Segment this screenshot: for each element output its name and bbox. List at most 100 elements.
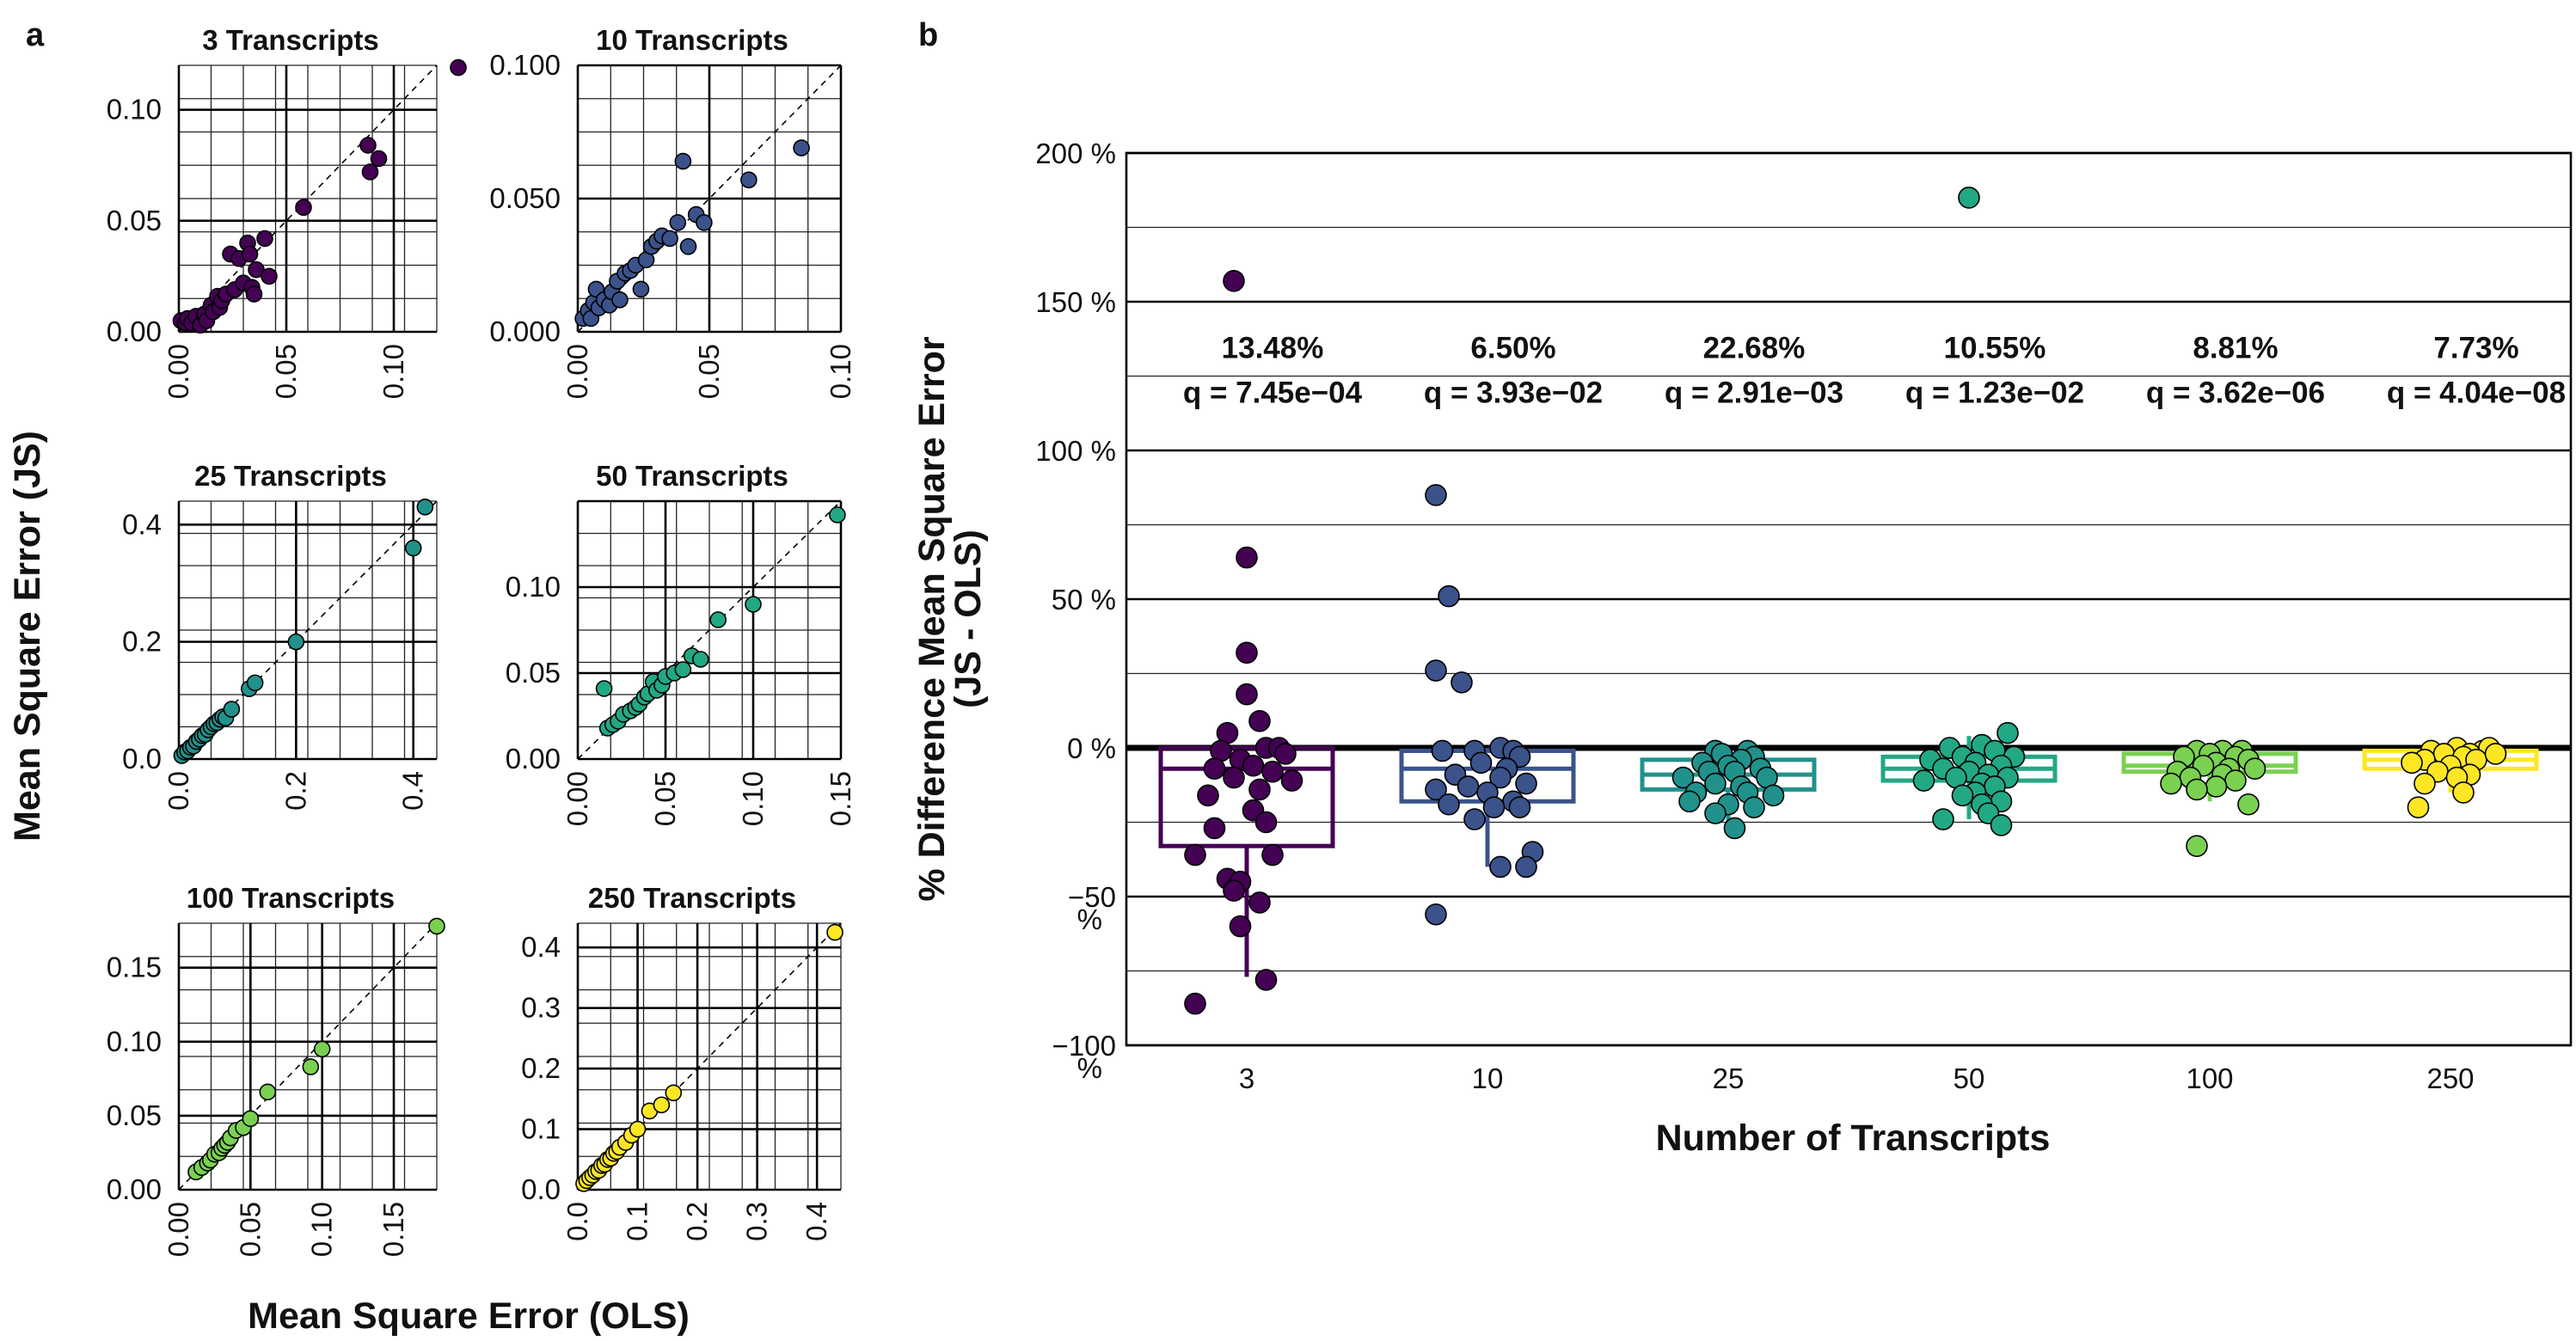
x-tick-label: 0.0 [561, 1202, 593, 1241]
data-point [2186, 778, 2208, 801]
percent-label: 8.81% [2193, 332, 2278, 365]
y-tick-label: 0.00 [506, 743, 561, 775]
data-point [2407, 796, 2430, 819]
box-3 [1158, 745, 1335, 977]
percent-label: 6.50% [1470, 332, 1555, 365]
data-point [1229, 915, 1252, 938]
y-tick-label: 0.15 [107, 952, 162, 983]
data-point [1463, 808, 1486, 830]
x-tick-label: 0.15 [825, 771, 856, 826]
x-tick-label: 250 [2426, 1062, 2474, 1094]
data-point [595, 680, 613, 697]
panel-b-y-axis-label-line2: (JS - OLS) [948, 530, 989, 708]
data-point [1203, 817, 1226, 840]
data-point [691, 651, 709, 668]
data-point [1469, 751, 1493, 775]
data-point [665, 1084, 683, 1102]
data-point [370, 150, 388, 168]
y-tick-label: 0.4 [521, 931, 561, 963]
data-point [1236, 683, 1258, 706]
scatter-title: 50 Transcripts [596, 460, 788, 492]
data-point [245, 285, 263, 303]
data-point [1184, 992, 1206, 1015]
data-point [632, 280, 650, 298]
data-point [1425, 778, 1447, 801]
y-tick-label-unit: % [1077, 903, 1102, 935]
data-point [248, 260, 265, 279]
data-point [740, 171, 757, 189]
data-point [1762, 784, 1785, 807]
x-tick-label: 0.10 [737, 771, 769, 826]
y-tick-label: 0.00 [107, 1173, 162, 1205]
data-point [1932, 808, 1954, 830]
data-point [1958, 187, 1980, 209]
data-point [1671, 766, 1695, 789]
data-point [674, 152, 692, 170]
data-point [2413, 772, 2436, 795]
y-tick-label: 0.0 [521, 1173, 561, 1205]
data-point [1197, 784, 1219, 807]
y-tick-label: 0.1 [521, 1113, 561, 1145]
data-point [295, 199, 312, 217]
panel-b-y-axis-label-line1: % Difference Mean Square Error [911, 336, 953, 901]
x-tick-label: 0.0 [163, 771, 194, 811]
data-point [1203, 757, 1226, 781]
y-tick-label: 150 % [1035, 286, 1116, 318]
data-point [1274, 743, 1297, 765]
y-tick-label: 0.100 [489, 49, 561, 81]
data-point [674, 661, 692, 678]
x-tick-label: 0.05 [693, 344, 725, 399]
data-point [1431, 739, 1454, 762]
y-tick-label: 0.000 [489, 315, 561, 347]
y-tick-label: 0.05 [107, 205, 162, 236]
data-point [1236, 546, 1258, 569]
data-point [287, 633, 305, 651]
x-tick-label: 10 [1472, 1062, 1504, 1094]
data-point [2186, 835, 2208, 857]
data-point [450, 58, 467, 77]
y-tick-label-unit: % [1077, 1052, 1102, 1084]
scatter-title: 250 Transcripts [588, 882, 796, 914]
x-tick-label: 50 [1953, 1062, 1985, 1094]
data-point [1704, 802, 1727, 824]
scatter-panel-3: 0.0 0.2 0.4 0.0 0.2 0.4 25 Transcripts [122, 460, 438, 811]
data-point [1451, 671, 1473, 694]
scatter-panel-5: 0.00 0.05 0.10 0.15 0.00 0.05 0.10 0.15 100 Tran… [107, 882, 445, 1257]
q-value-label: q = 3.93e−02 [1424, 377, 1603, 410]
data-point [1223, 879, 1245, 902]
data-point [242, 1110, 260, 1128]
q-value-label: q = 4.04e−08 [2387, 377, 2566, 410]
data-point [1990, 814, 2013, 836]
y-tick-label: 0.0 [122, 743, 162, 775]
y-tick-label: −50 [1068, 881, 1116, 913]
data-point [404, 539, 422, 557]
data-point [1489, 766, 1512, 789]
data-point [1261, 760, 1284, 783]
scatter-title: 3 Transcripts [202, 24, 378, 56]
data-point [629, 1120, 647, 1138]
percent-label: 10.55% [1944, 332, 2046, 365]
data-point [223, 701, 241, 718]
scatter-panel-2: 0.000 0.050 0.100 0.00 0.05 0.10 10 Transcript… [489, 24, 856, 399]
box-rect [1158, 745, 1335, 848]
data-point [1912, 769, 1935, 792]
data-point [653, 1096, 671, 1114]
y-tick-label: 0 % [1067, 732, 1116, 764]
x-tick-label: 0.4 [397, 771, 429, 811]
y-tick-label: 0.10 [107, 1026, 162, 1057]
data-point [611, 291, 629, 309]
percent-label: 22.68% [1703, 332, 1806, 365]
data-point [1248, 778, 1271, 801]
y-tick-label: 0.00 [107, 315, 162, 347]
scatter-title: 100 Transcripts [187, 882, 395, 914]
data-point [1248, 710, 1271, 732]
data-point [1280, 769, 1303, 792]
data-point [416, 499, 434, 516]
x-tick-label: 0.00 [163, 1202, 194, 1257]
data-point [1489, 855, 1512, 879]
x-tick-label: 0.15 [377, 1202, 409, 1257]
data-point [1425, 484, 1447, 506]
y-tick-label: 0.050 [489, 182, 561, 214]
data-point [2224, 769, 2247, 792]
